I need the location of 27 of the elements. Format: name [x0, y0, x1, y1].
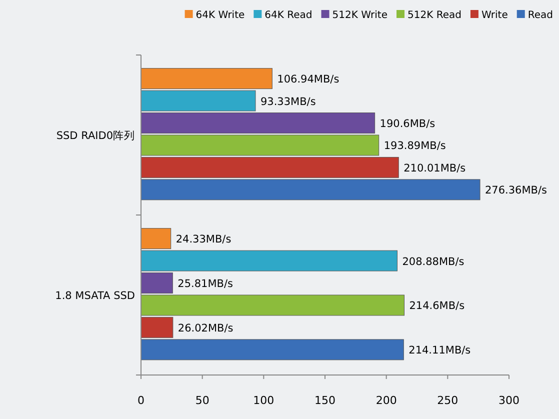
data-label: 106.94MB/s	[277, 74, 340, 86]
x-tick-label: 50	[195, 394, 210, 407]
x-tick-label: 100	[253, 394, 274, 407]
y-tick-label: 1.8 MSATA SSD	[55, 290, 135, 302]
data-label: 93.33MB/s	[260, 96, 316, 108]
data-label: 208.88MB/s	[402, 256, 464, 268]
data-label: 210.01MB/s	[404, 162, 466, 174]
data-label: 26.02MB/s	[178, 322, 234, 334]
legend-label: Read	[528, 10, 553, 21]
data-label: 214.11MB/s	[408, 344, 471, 357]
legend-label: 512K Write	[332, 10, 388, 21]
data-label: 214.6MB/s	[409, 300, 465, 312]
legend-label: 64K Read	[264, 10, 312, 21]
data-label: 190.6MB/s	[380, 118, 436, 130]
legend-label: Write	[481, 10, 508, 21]
data-label: 25.81MB/s	[178, 278, 234, 290]
x-tick-label: 250	[437, 394, 458, 407]
y-tick-label: SSD RAID0阵列	[56, 129, 135, 142]
x-tick-label: 0	[138, 394, 144, 407]
data-label: 193.89MB/s	[384, 140, 446, 152]
data-label: 24.33MB/s	[176, 234, 232, 246]
legend-label: 512K Read	[408, 10, 462, 21]
x-tick-label: 300	[498, 394, 520, 407]
x-tick-label: 150	[314, 394, 336, 407]
x-tick-label: 200	[376, 394, 397, 407]
legend-label: 64K Write	[196, 10, 245, 21]
data-label: 276.36MB/s	[485, 184, 548, 197]
